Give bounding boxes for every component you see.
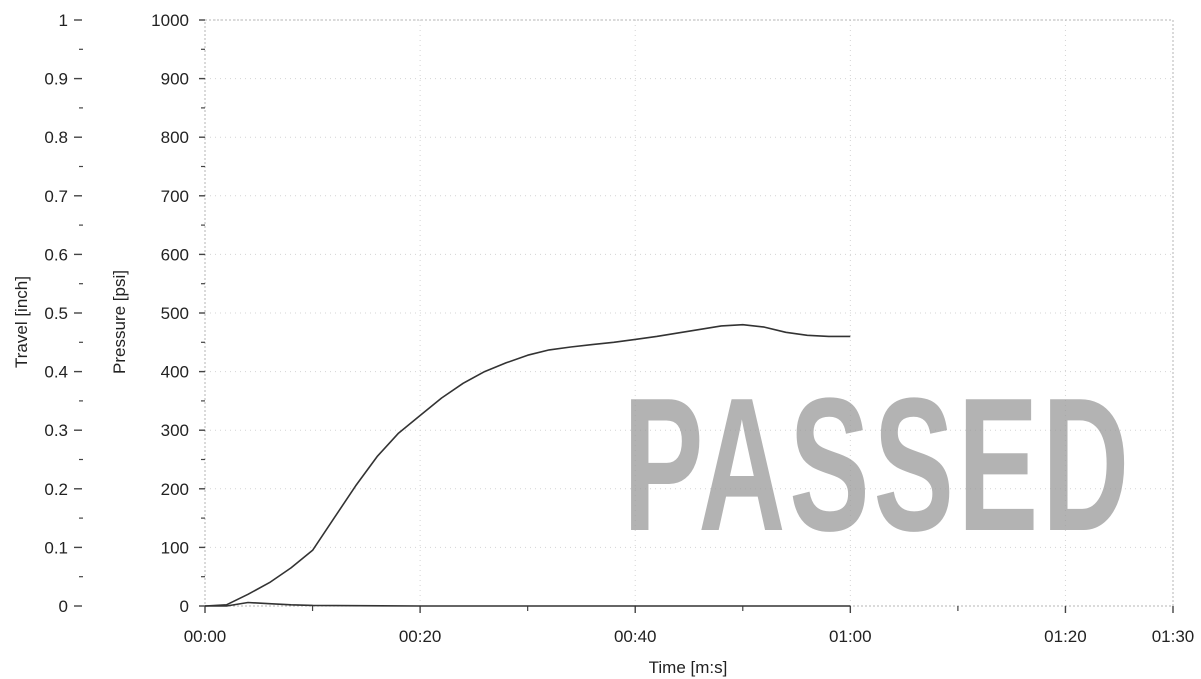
pressure-axis: 0 100 200 300 400 500 600 700 800 900 1000 — [151, 11, 205, 616]
x-tick-label: 01:20 — [1044, 627, 1087, 646]
pressure-tick-label: 400 — [161, 363, 189, 382]
pressure-tick-label: 800 — [161, 128, 189, 147]
passed-stamp: PASSED — [623, 359, 1133, 571]
travel-tick-label: 0.2 — [44, 480, 68, 499]
travel-tick-label: 0.9 — [44, 70, 68, 89]
pressure-tick-label: 300 — [161, 421, 189, 440]
pressure-series-line — [204, 323, 851, 607]
pressure-tick-label: 900 — [161, 70, 189, 89]
travel-tick-label: 0.4 — [44, 363, 68, 382]
x-tick-label: 00:20 — [399, 627, 442, 646]
x-tick-label: 01:30 — [1152, 627, 1195, 646]
travel-tick-label: 0.8 — [44, 128, 68, 147]
pressure-tick-label: 1000 — [151, 11, 189, 30]
x-axis-label: Time [m:s] — [649, 658, 728, 677]
x-tick-label: 00:40 — [614, 627, 657, 646]
pressure-tick-label: 100 — [161, 538, 189, 557]
pressure-axis-label: Pressure [psi] — [110, 270, 129, 374]
travel-tick-label: 0.1 — [44, 538, 68, 557]
pressure-tick-label: 600 — [161, 245, 189, 264]
travel-tick-label: 1 — [59, 11, 68, 30]
series-layer — [204, 323, 851, 607]
pressure-tick-label: 0 — [180, 597, 189, 616]
pressure-tick-label: 500 — [161, 304, 189, 323]
pressure-tick-label: 700 — [161, 187, 189, 206]
travel-axis: 0 0.1 0.2 0.3 0.4 0.5 0.6 0.7 0.8 0.9 1 — [44, 11, 83, 616]
pressure-tick-label: 200 — [161, 480, 189, 499]
travel-tick-label: 0.6 — [44, 245, 68, 264]
travel-series-line — [205, 601, 851, 607]
travel-tick-label: 0 — [59, 597, 68, 616]
travel-tick-label: 0.5 — [44, 304, 68, 323]
travel-tick-label: 0.3 — [44, 421, 68, 440]
x-axis: 00:00 00:20 00:40 01:00 01:20 01:30 — [184, 606, 1195, 646]
x-tick-label: 01:00 — [829, 627, 872, 646]
travel-tick-label: 0.7 — [44, 187, 68, 206]
x-tick-label: 00:00 — [184, 627, 227, 646]
travel-axis-label: Travel [inch] — [12, 276, 31, 368]
